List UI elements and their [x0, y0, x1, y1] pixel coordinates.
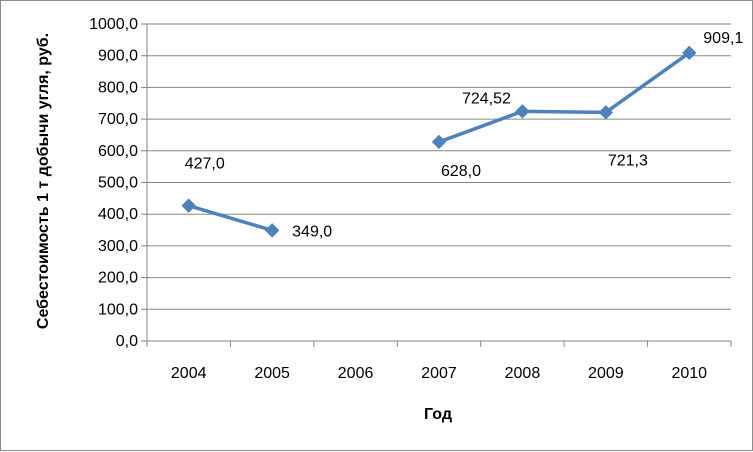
y-tick-label: 400,0	[98, 206, 138, 223]
data-point-marker	[515, 104, 530, 119]
series-line-segment	[188, 203, 273, 233]
y-tick-labels: 0,0 100,0 200,0 300,0 400,0 500,0 600,0 700,0 80…	[89, 16, 138, 350]
y-tick-label: 0,0	[116, 333, 138, 350]
series-line-segment	[438, 51, 691, 144]
x-tick-label: 2008	[505, 365, 541, 382]
y-tick-label: 300,0	[98, 238, 138, 255]
data-point-marker	[598, 105, 614, 120]
data-point-marker	[181, 198, 196, 213]
data-label: 349,0	[292, 223, 332, 240]
y-tick-label: 200,0	[98, 270, 138, 287]
data-label: 909,1	[703, 30, 743, 47]
data-point-marker	[682, 45, 697, 61]
data-labels: 427,0 349,0 628,0 724,52 721,3 909,1	[185, 30, 744, 241]
gridlines	[147, 23, 731, 310]
axes	[141, 23, 732, 347]
x-tick-label: 2006	[338, 365, 374, 382]
x-tick-label: 2010	[671, 365, 707, 382]
data-label: 724,52	[462, 90, 511, 107]
y-tick-label: 600,0	[98, 143, 138, 160]
data-label: 628,0	[441, 163, 481, 180]
y-tick-label: 700,0	[98, 111, 138, 128]
x-tick-label: 2009	[588, 365, 624, 382]
y-tick-label: 900,0	[98, 48, 138, 65]
data-point-marker	[431, 134, 447, 150]
series-line	[188, 51, 691, 233]
series-markers	[181, 45, 697, 238]
y-tick-label: 100,0	[98, 301, 138, 318]
x-axis-title: Год	[424, 406, 452, 423]
x-tick-labels: 2004 2005 2006 2007 2008 2009 2010	[171, 365, 707, 382]
y-tick-label: 500,0	[98, 175, 138, 192]
y-tick-label: 800,0	[98, 79, 138, 96]
x-tick-label: 2007	[421, 365, 457, 382]
data-label: 721,3	[608, 152, 648, 169]
data-label: 427,0	[185, 156, 225, 173]
y-tick-label: 1000,0	[89, 16, 138, 33]
y-axis-title: Себестоимость 1 т добычи угля, руб.	[35, 33, 52, 329]
x-tick-label: 2004	[171, 365, 207, 382]
x-tick-label: 2005	[254, 365, 290, 382]
data-point-marker	[264, 223, 280, 238]
